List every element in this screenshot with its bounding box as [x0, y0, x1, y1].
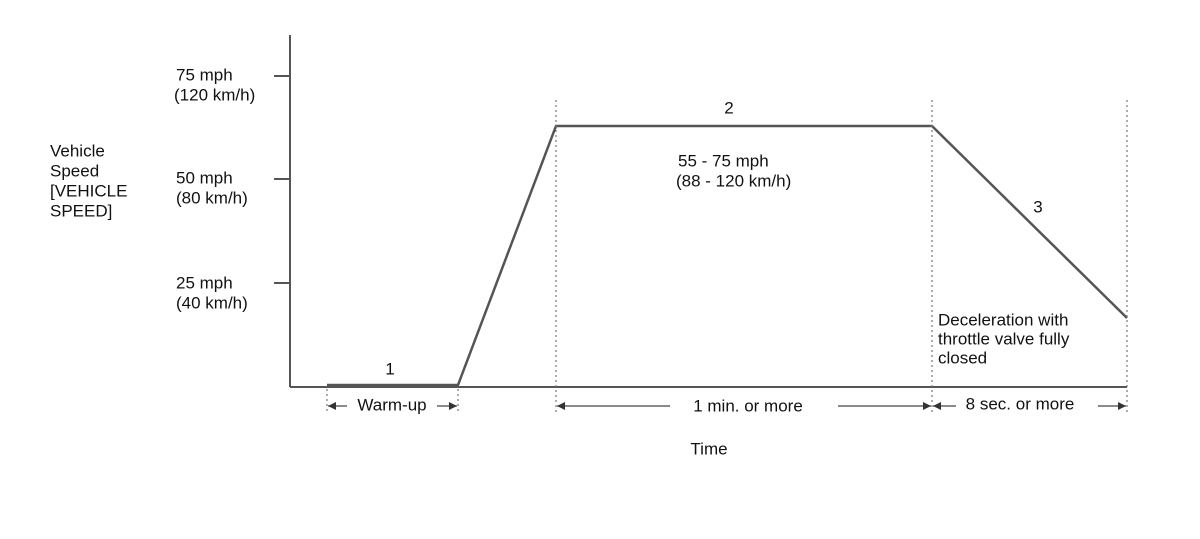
y-tick-label: (120 km/h): [174, 85, 255, 104]
phase-note: Deceleration with: [938, 310, 1068, 329]
phase-speed: (88 - 120 km/h): [676, 171, 791, 190]
phase-label: 3: [1033, 197, 1042, 216]
phase-note: closed: [938, 348, 987, 367]
y-tick-label: 75 mph: [176, 65, 233, 84]
axes: [274, 35, 1127, 388]
y-tick-label: (80 km/h): [176, 188, 248, 207]
phase-speed: 55 - 75 mph: [678, 151, 769, 170]
y-title-line: Speed: [50, 161, 99, 180]
y-tick-label: (40 km/h): [176, 293, 248, 312]
phase-duration: Warm-up: [357, 395, 426, 414]
phase-duration: 1 min. or more: [693, 396, 803, 415]
phase-duration: 8 sec. or more: [966, 394, 1075, 413]
y-title-line: [VEHICLE: [50, 181, 127, 200]
y-title-line: SPEED]: [50, 201, 112, 220]
y-tick-label: 50 mph: [176, 168, 233, 187]
dividers: [326, 100, 1128, 413]
y-title-line: Vehicle: [50, 141, 105, 160]
y-tick-label: 25 mph: [176, 273, 233, 292]
phase-note: throttle valve fully: [938, 329, 1070, 348]
phase-label: 1: [385, 359, 394, 378]
phase-label: 2: [724, 98, 733, 117]
x-title: Time: [690, 439, 727, 458]
